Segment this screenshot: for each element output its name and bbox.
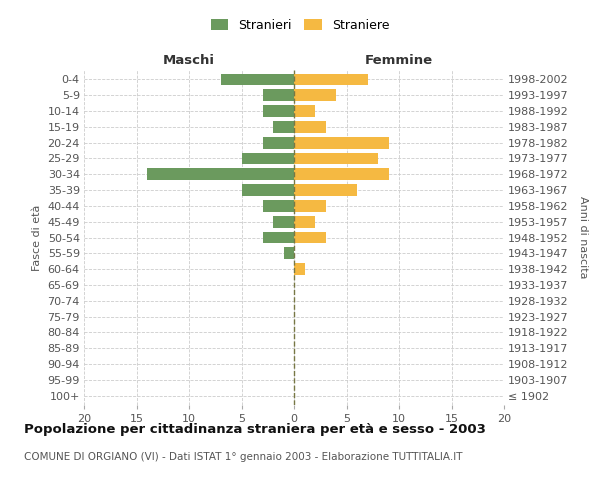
Text: Popolazione per cittadinanza straniera per età e sesso - 2003: Popolazione per cittadinanza straniera p… [24, 422, 486, 436]
Bar [273, 121, 294, 133]
Bar [294, 216, 315, 228]
Bar [294, 263, 305, 275]
Text: COMUNE DI ORGIANO (VI) - Dati ISTAT 1° gennaio 2003 - Elaborazione TUTTITALIA.IT: COMUNE DI ORGIANO (VI) - Dati ISTAT 1° g… [24, 452, 463, 462]
Bar [294, 232, 325, 243]
Y-axis label: Fasce di età: Fasce di età [32, 204, 42, 270]
Bar [294, 200, 325, 212]
Legend: Stranieri, Straniere: Stranieri, Straniere [206, 14, 394, 37]
Bar [294, 168, 389, 180]
Bar [263, 200, 294, 212]
Bar [241, 152, 294, 164]
Y-axis label: Anni di nascita: Anni di nascita [578, 196, 589, 279]
Bar [263, 90, 294, 101]
Bar [147, 168, 294, 180]
Text: Femmine: Femmine [365, 54, 433, 68]
Bar [263, 105, 294, 117]
Bar [294, 152, 378, 164]
Bar [294, 74, 367, 86]
Text: Maschi: Maschi [163, 54, 215, 68]
Bar [263, 137, 294, 148]
Bar [263, 232, 294, 243]
Bar [294, 105, 315, 117]
Bar [221, 74, 294, 86]
Bar [273, 216, 294, 228]
Bar [284, 248, 294, 259]
Bar [294, 121, 325, 133]
Bar [294, 184, 357, 196]
Bar [294, 137, 389, 148]
Bar [294, 90, 336, 101]
Bar [241, 184, 294, 196]
